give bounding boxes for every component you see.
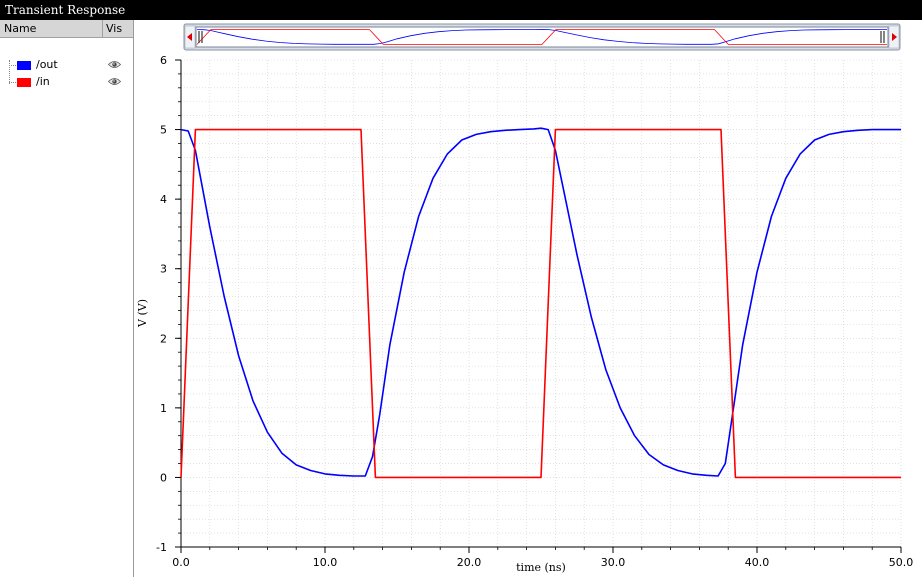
signal-color-swatch [17, 78, 31, 87]
overview-line-in [196, 29, 887, 45]
x-tick-label: 20.0 [457, 556, 482, 569]
triangle-left-icon [187, 33, 192, 41]
overview-traces [196, 29, 887, 45]
tree-connector [9, 60, 10, 84]
signal-row-out[interactable]: /out [0, 57, 133, 73]
column-header-name[interactable]: Name [0, 20, 103, 37]
tree-branch [9, 82, 16, 83]
triangle-right-icon [892, 33, 897, 41]
signal-list-header: Name Vis [0, 20, 133, 38]
eye-icon[interactable] [108, 60, 121, 69]
x-tick-label: 50.0 [889, 556, 914, 569]
signal-name: /in [36, 75, 50, 88]
x-tick-label: 30.0 [601, 556, 626, 569]
tree-branch [9, 65, 16, 66]
transient-plot[interactable]: -1 0 1 2 3 4 5 6 0.0 10.0 20.0 30.0 40.0 50.0 time (n… [134, 20, 922, 577]
signal-color-swatch [17, 61, 31, 70]
plot-grid [180, 59, 902, 548]
overview-line-out [196, 29, 887, 45]
series-line-out [180, 127, 901, 477]
plot-series [180, 127, 901, 479]
plot-axes: -1 0 1 2 3 4 5 6 0.0 10.0 20.0 30.0 40.0 50.0 [156, 54, 913, 569]
window-title: Transient Response [5, 3, 126, 17]
x-tick-label: 10.0 [313, 556, 338, 569]
signal-panel: Name Vis /out /in [0, 20, 134, 577]
y-tick-label: 2 [160, 332, 167, 345]
grip-icon[interactable] [198, 31, 203, 43]
x-tick-label: 0.0 [172, 556, 190, 569]
signal-name: /out [36, 58, 58, 71]
eye-icon[interactable] [108, 77, 121, 86]
y-tick-label: 6 [160, 54, 167, 67]
y-tick-label: 1 [160, 402, 167, 415]
window-titlebar: Transient Response [0, 0, 922, 20]
column-header-vis[interactable]: Vis [106, 22, 123, 35]
y-tick-label: 4 [160, 193, 167, 206]
y-tick-label: -1 [156, 541, 167, 554]
y-tick-label: 0 [160, 471, 167, 484]
signal-row-in[interactable]: /in [0, 74, 133, 90]
y-tick-label: 3 [160, 263, 167, 276]
x-axis-label: time (ns) [516, 561, 566, 574]
x-tick-label: 40.0 [745, 556, 770, 569]
overview-scrollbar[interactable] [183, 23, 901, 51]
y-tick-label: 5 [160, 124, 167, 137]
series-line-in [180, 128, 901, 479]
y-axis-label: V (V) [136, 299, 149, 328]
grip-icon[interactable] [880, 31, 885, 43]
